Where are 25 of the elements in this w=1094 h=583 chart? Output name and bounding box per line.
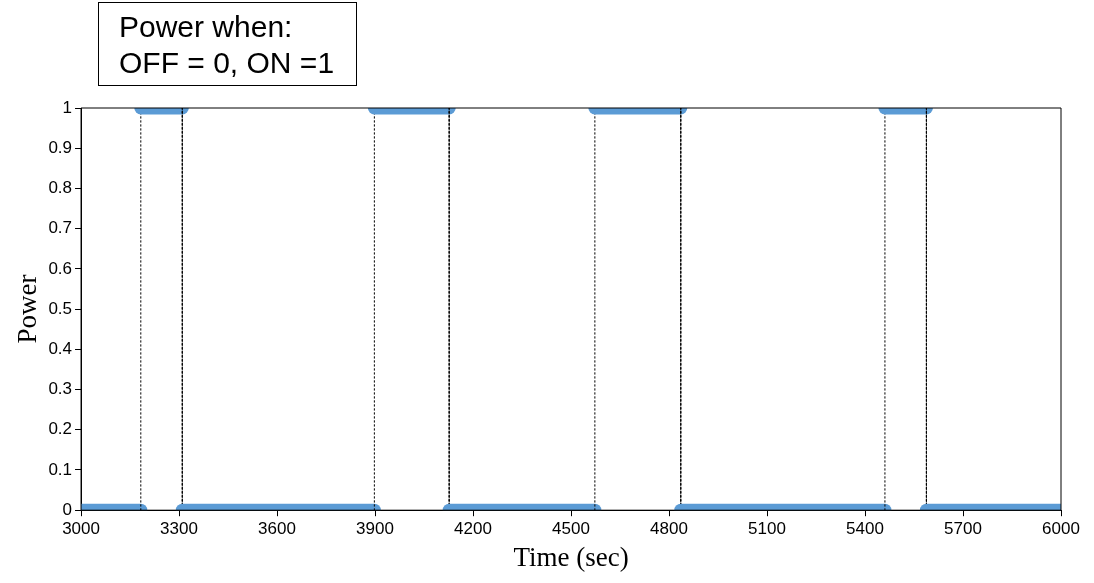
y-tick-label: 0.1 — [48, 459, 73, 479]
y-tick-label: 0 — [62, 499, 73, 519]
x-tick-label: 5100 — [748, 519, 786, 539]
x-axis-title: Time (sec) — [513, 541, 629, 572]
x-tick-label: 5700 — [944, 519, 982, 539]
text: Power when: OFF = 0, ON =1 — [98, 2, 358, 86]
y-tick-label: 0.4 — [48, 339, 73, 359]
y-tick-label: 0.2 — [48, 419, 73, 439]
x-tick-label: 6000 — [1042, 519, 1080, 539]
y-axis-title: Power — [12, 274, 43, 344]
y-tick-label: 0.3 — [48, 379, 73, 399]
y-tick-label: 0.6 — [48, 258, 73, 278]
x-tick-label: 4800 — [650, 519, 688, 539]
x-tick-label: 4500 — [552, 519, 590, 539]
x-tick-label: 3600 — [258, 519, 296, 539]
x-tick-label: 5400 — [846, 519, 884, 539]
y-tick-label: 0.7 — [48, 218, 73, 238]
y-tick-label: 0.9 — [48, 137, 73, 157]
x-tick-label: 3900 — [356, 519, 394, 539]
y-tick-label: 0.8 — [48, 178, 73, 198]
x-tick-label: 3300 — [160, 519, 198, 539]
x-tick-label: 4200 — [454, 519, 492, 539]
y-tick-label: 1 — [62, 97, 73, 117]
x-tick-label: 3000 — [62, 519, 100, 539]
y-tick-label: 0.5 — [48, 298, 73, 318]
